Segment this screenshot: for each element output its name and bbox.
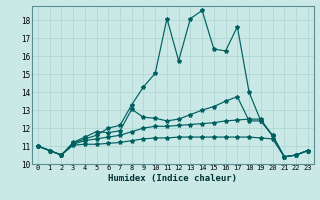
X-axis label: Humidex (Indice chaleur): Humidex (Indice chaleur) — [108, 174, 237, 183]
